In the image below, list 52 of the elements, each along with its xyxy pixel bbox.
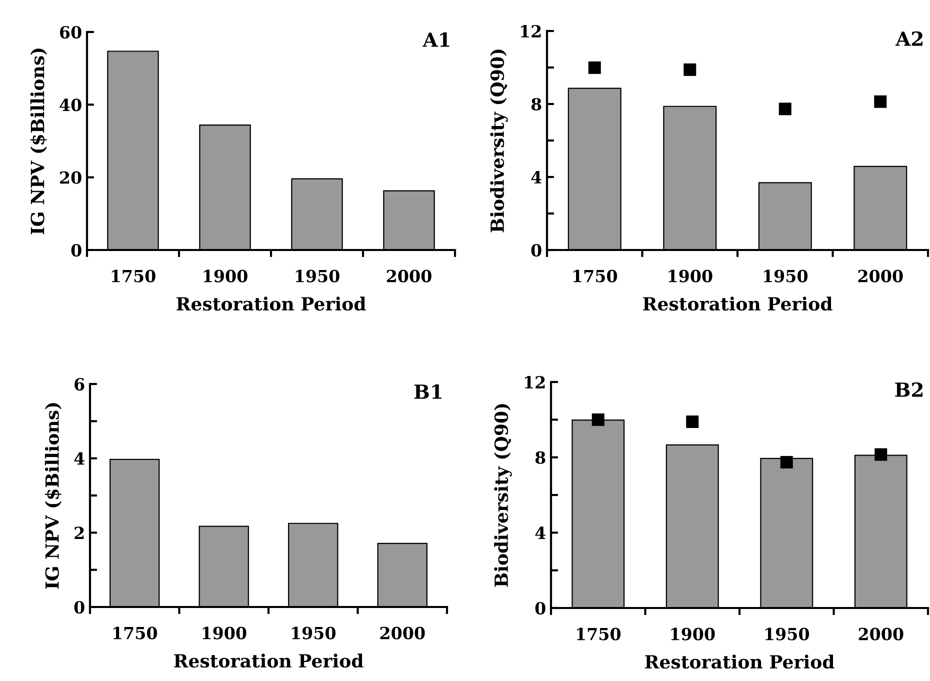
annotation: A2 — [895, 31, 922, 46]
x-tick-label: 2000 — [380, 626, 425, 640]
x-axis-title: Restoration Period — [176, 296, 366, 311]
point — [592, 413, 604, 426]
y-tick-label: 0 — [71, 244, 82, 257]
point — [874, 95, 887, 108]
annotation: B2 — [895, 382, 922, 397]
x-tick-label: 1950 — [765, 628, 810, 640]
x-tick-label: 1950 — [292, 626, 336, 640]
x-tick-label: 1900 — [204, 270, 248, 282]
y-tick-label: 8 — [531, 98, 542, 111]
point — [780, 456, 793, 468]
x-tick-label: 1900 — [671, 628, 715, 640]
y-tick-label: 12 — [524, 376, 545, 388]
x-tick-label: 2000 — [386, 270, 432, 282]
y-tick-label: 6 — [74, 378, 84, 391]
point — [588, 61, 601, 74]
x-tick-label: 2000 — [858, 628, 904, 640]
y-axis-title: IG NPV ($Billions) — [30, 48, 47, 234]
point — [686, 415, 699, 428]
x-tick-label: 1950 — [296, 270, 340, 282]
y-tick-label: 60 — [60, 26, 82, 39]
y-tick-label: 0 — [74, 600, 84, 614]
y-tick-label: 20 — [60, 171, 82, 184]
y-axis-title: Biodiversity (Q90) — [494, 404, 512, 587]
y-tick-label: 12 — [520, 24, 541, 38]
y-tick-label: 40 — [60, 98, 82, 112]
x-tick-label: 1750 — [576, 628, 621, 640]
y-tick-label: 4 — [74, 452, 84, 465]
y-tick-label: 0 — [531, 244, 542, 257]
x-axis-title: Restoration Period — [643, 296, 832, 311]
point — [874, 448, 888, 461]
x-tick-label: 1950 — [764, 270, 808, 282]
y-axis-title: Biodiversity (Q90) — [490, 50, 508, 232]
y-tick-label: 4 — [535, 526, 546, 539]
point — [778, 102, 792, 116]
y-tick-label: 4 — [531, 170, 542, 184]
y-tick-label: 0 — [535, 602, 546, 615]
point — [684, 63, 696, 76]
x-tick-label: 1750 — [113, 626, 158, 640]
x-tick-label: 1900 — [668, 270, 712, 282]
x-tick-label: 1750 — [112, 270, 156, 282]
annotation: A1 — [422, 32, 450, 47]
y-tick-label: 8 — [535, 451, 546, 464]
annotation: B1 — [414, 384, 442, 399]
y-axis-title: IG NPV ($Billions) — [44, 403, 62, 589]
x-axis-title: Restoration Period — [174, 654, 364, 668]
x-tick-label: 1900 — [202, 626, 246, 640]
x-tick-label: 2000 — [858, 270, 903, 282]
x-tick-label: 1750 — [573, 270, 618, 282]
y-tick-label: 2 — [74, 526, 84, 539]
x-axis-title: Restoration Period — [645, 654, 834, 669]
